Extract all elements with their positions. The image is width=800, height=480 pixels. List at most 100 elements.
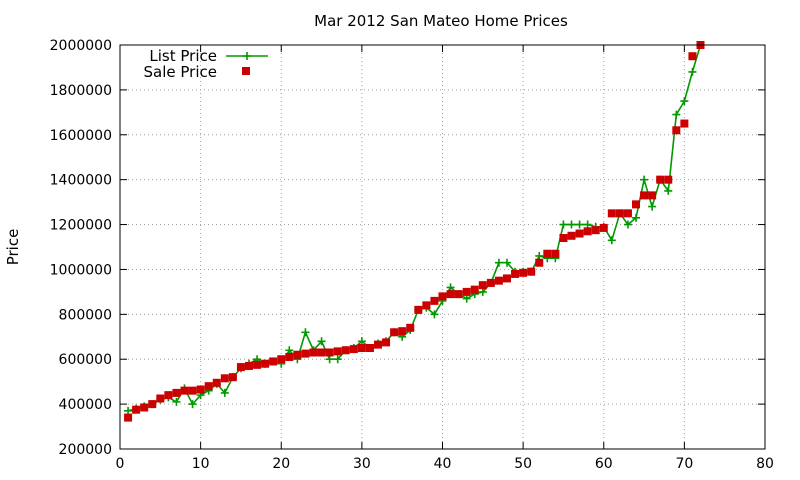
sale-price-point [148,400,157,409]
list-price-point [220,388,229,397]
sale-price-point [365,344,374,352]
list-price-point [664,186,673,195]
sale-price-point [285,352,294,361]
sale-price-point [551,249,560,258]
sale-price-point [623,209,632,218]
chart-title: Mar 2012 San Mateo Home Prices [314,12,568,30]
list-price-point [446,283,455,292]
grid-lines [120,45,765,449]
sale-price-point [494,276,503,285]
sale-price-point [301,349,310,358]
sale-price-point [438,292,447,301]
list-price-point [462,294,471,303]
y-tick-label: 1400000 [50,173,112,189]
sale-price-point [454,290,463,299]
x-tick-label: 40 [434,456,452,472]
list-price-point [688,67,697,76]
sale-price-point [277,355,286,364]
sale-price-point [261,359,270,368]
list-price-point [188,400,197,409]
list-price-point [333,355,342,364]
sale-price-point [325,348,334,357]
sale-price-point [615,209,624,218]
list-price-point [648,202,657,211]
y-axis-label-group: Price [4,229,22,266]
sale-price-point [382,338,391,347]
list-price-point [607,236,616,245]
x-tick-label: 60 [595,456,613,472]
y-tick-label: 1000000 [50,262,112,278]
sale-price-point [132,405,141,414]
legend: List Price Sale Price [144,47,268,81]
list-price-point [325,355,334,364]
legend-label-list-price: List Price [149,47,217,65]
list-price-point [575,220,584,229]
sale-price-point [446,290,455,299]
list-price-point [567,220,576,229]
sale-price-point [430,296,439,305]
sale-price-point [672,126,681,135]
sale-price-point [632,200,640,209]
sale-price-point [648,191,657,200]
sale-price-point [333,347,342,356]
sale-price-point [236,363,245,372]
sale-price-point [664,175,673,184]
sale-price-point [390,328,399,337]
sale-price-point [374,340,382,349]
sale-price-point [164,391,173,400]
sale-price-point [398,327,407,336]
x-tick-label: 20 [272,456,290,472]
sale-price-point [640,191,649,200]
list-price-point [680,97,689,106]
y-tick-label: 1800000 [50,83,112,99]
x-tick-label: 30 [353,456,371,472]
sale-price-point [212,378,221,387]
axis-ticks: 0 10 20 30 40 50 60 70 80 200000 400000 600000 80000… [50,38,774,472]
list-price-point [172,397,181,406]
sale-price-point [567,231,576,240]
list-price-point [430,310,439,319]
list-price-point [672,110,681,119]
list-price-point [503,258,511,267]
sale-price-point [293,350,302,359]
y-tick-label: 1600000 [50,128,112,144]
y-tick-label: 800000 [59,307,112,323]
sale-price-point [196,385,205,394]
sale-price-point [591,226,600,235]
sale-price-point [607,209,616,218]
sale-price-point [349,345,358,354]
y-tick-label: 1200000 [50,218,112,234]
sale-price-point [559,234,568,243]
list-price-point [301,328,310,337]
sale-price-point [188,386,197,395]
list-price-point [535,251,544,260]
sale-price-point [688,52,697,61]
list-price-point [583,220,592,229]
sale-price-point [462,287,471,296]
plot-frame [119,44,766,450]
list-price-point [124,406,133,415]
sale-price-point [527,267,536,276]
sale-price-point [406,323,415,332]
x-tick-label: 50 [514,456,532,472]
list-price-point [623,220,632,229]
y-tick-label: 200000 [59,442,112,458]
x-tick-label: 10 [192,456,210,472]
y-tick-label: 400000 [59,397,112,413]
sale-price-point [204,382,213,391]
list-price-line [127,44,702,412]
sale-price-point [422,301,431,310]
sale-price-point [486,278,495,287]
sale-price-point [309,348,318,357]
legend-label-sale-price: Sale Price [144,63,217,81]
list-price-point [478,287,487,296]
sale-price-point [656,175,665,184]
sale-price-point [599,223,608,232]
list-price-point [317,337,326,346]
sale-price-point [519,268,528,277]
x-tick-label: 70 [675,456,693,472]
y-tick-label: 600000 [59,352,112,368]
plot-series [124,41,705,422]
sale-price-point [414,305,423,314]
